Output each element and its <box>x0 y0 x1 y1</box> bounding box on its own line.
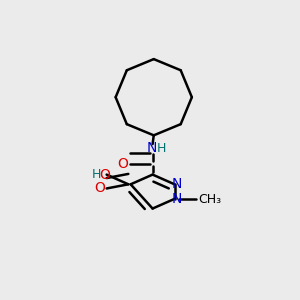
Text: O: O <box>94 181 105 195</box>
Text: O: O <box>117 157 128 170</box>
Text: O: O <box>99 168 110 182</box>
Text: CH₃: CH₃ <box>198 193 221 206</box>
Text: N: N <box>171 177 182 191</box>
Text: H: H <box>92 168 101 181</box>
Text: N: N <box>146 142 157 155</box>
Text: H: H <box>157 142 166 155</box>
Text: N: N <box>171 192 182 206</box>
